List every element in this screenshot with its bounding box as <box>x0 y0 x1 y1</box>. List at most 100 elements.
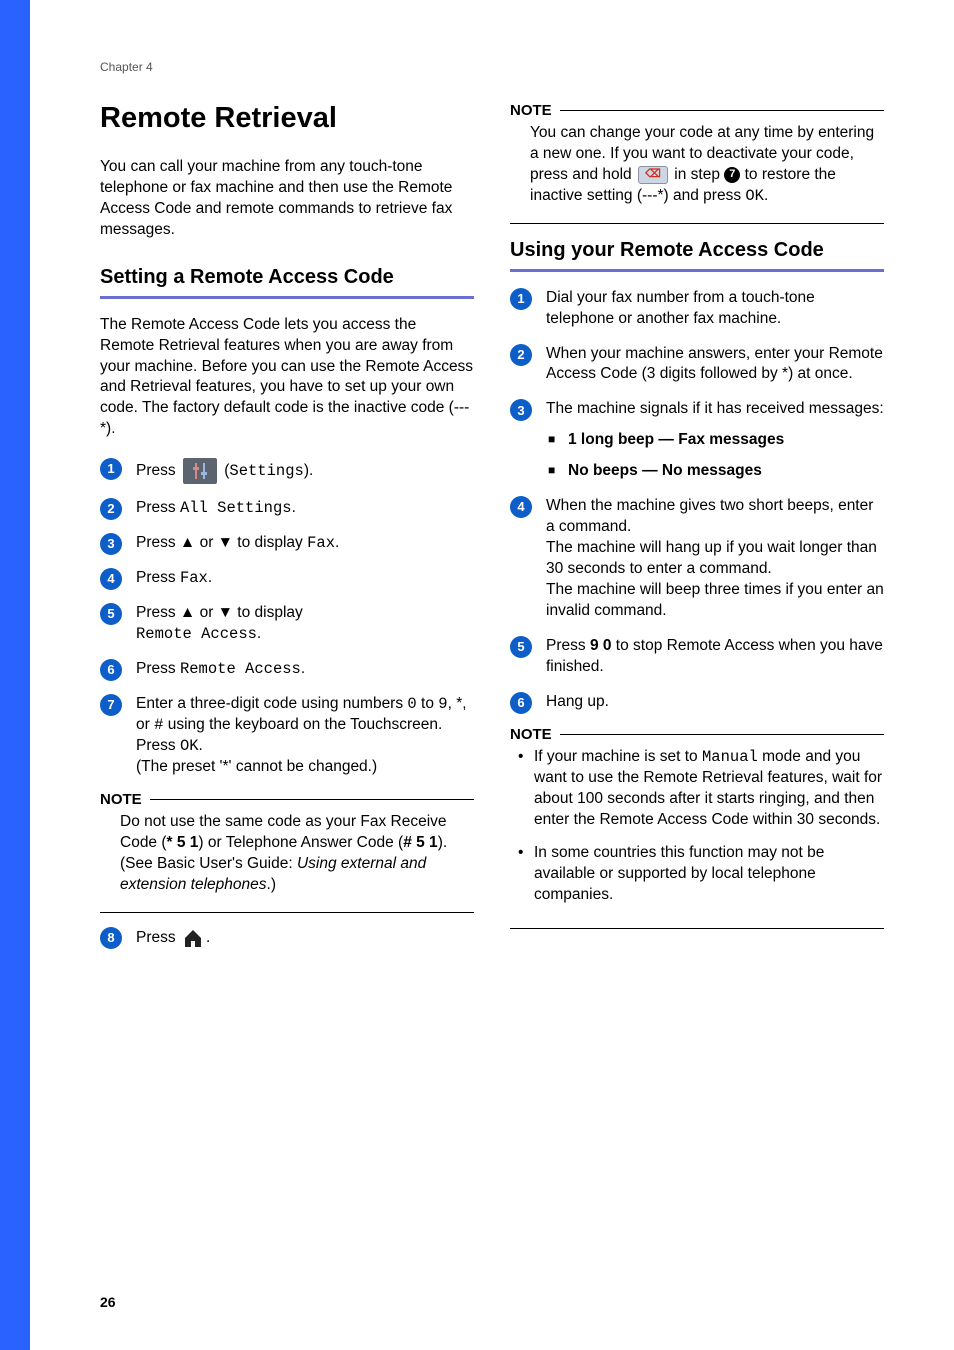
note-tel-code: # 5 1 <box>403 834 437 851</box>
step-4: Press Fax. <box>100 568 474 589</box>
rstep-3-text: The machine signals if it has received m… <box>546 400 884 417</box>
step-6-text-c: . <box>301 660 305 677</box>
note-r2-li2: In some countries this function may not … <box>534 844 824 903</box>
two-column-layout: Remote Retrieval You can call your machi… <box>100 102 884 963</box>
note-body-r2: If your machine is set to Manual mode an… <box>510 747 884 923</box>
note-label-r2: NOTE <box>510 726 552 743</box>
step-8-text-b: . <box>206 929 210 946</box>
step-5: Press ▲ or ▼ to display Remote Access. <box>100 603 474 645</box>
note-rule-top-r2 <box>560 734 884 735</box>
intro-paragraph: You can call your machine from any touch… <box>100 157 474 241</box>
step-3-text-a: Press ▲ or ▼ to display <box>136 534 307 551</box>
note-body-left: Do not use the same code as your Fax Rec… <box>100 812 474 908</box>
rstep-4-text-b: The machine will hang up if you wait lon… <box>546 539 877 577</box>
step-5-text-c: . <box>257 625 261 642</box>
note-r1-text-g: . <box>764 187 768 204</box>
step-ref-7: 7 <box>724 167 740 183</box>
rstep-1: Dial your fax number from a touch-tone t… <box>510 288 884 330</box>
step-3-text-c: . <box>335 534 339 551</box>
rstep-3: The machine signals if it has received m… <box>510 399 884 482</box>
step-6-text-a: Press <box>136 660 180 677</box>
steps-list-continued: Press . <box>100 927 474 949</box>
chapter-label: Chapter 4 <box>100 60 884 74</box>
backspace-icon: ⌫ <box>638 166 668 184</box>
step-7-zero: 0 <box>407 695 416 713</box>
left-column: Remote Retrieval You can call your machi… <box>100 102 474 963</box>
step-2-all-settings: All Settings <box>180 499 292 517</box>
note-body-r1: You can change your code at any time by … <box>510 123 884 219</box>
step-6-remote-access: Remote Access <box>180 660 301 678</box>
rstep-4: When the machine gives two short beeps, … <box>510 496 884 622</box>
step-7-hash: # <box>154 716 163 734</box>
rstep-5-text-a: Press <box>546 637 590 654</box>
note-r1-text-e: and press <box>669 187 746 204</box>
page-body: Chapter 4 Remote Retrieval You can call … <box>0 0 954 1350</box>
note-block-top-right: NOTE You can change your code at any tim… <box>510 102 884 224</box>
note-r1-ok: OK <box>745 187 764 205</box>
note-r2-manual: Manual <box>702 748 758 766</box>
step-1: Press (Settings). <box>100 458 474 484</box>
step-6: Press Remote Access. <box>100 659 474 680</box>
rstep-2: When your machine answers, enter your Re… <box>510 344 884 386</box>
page-title: Remote Retrieval <box>100 102 474 135</box>
note-r1-text-b: in step <box>670 166 724 183</box>
section-rule-r <box>510 269 884 272</box>
step-4-text-c: . <box>208 569 212 586</box>
note-r1-code: (---*) <box>637 187 669 204</box>
rstep-6-text: Hang up. <box>546 693 609 710</box>
step-8-text-a: Press <box>136 929 180 946</box>
rstep-4-text-a: When the machine gives two short beeps, … <box>546 497 873 535</box>
note-r2-li1-a: If your machine is set to <box>534 748 702 765</box>
home-icon <box>182 927 204 949</box>
rstep-3-bullet-1: 1 long beep — Fax messages <box>546 430 884 451</box>
section-heading-set-code: Setting a Remote Access Code <box>100 265 474 290</box>
right-column: NOTE You can change your code at any tim… <box>510 102 884 963</box>
step-7-text-a: Enter a three-digit code using numbers <box>136 695 407 712</box>
rstep-6: Hang up. <box>510 692 884 713</box>
step-7-text-j: . <box>199 737 203 754</box>
step-1-text-d: ). <box>304 462 313 479</box>
page-number: 26 <box>100 1294 116 1310</box>
step-5-remote-access: Remote Access <box>136 625 257 643</box>
note-label-r1: NOTE <box>510 102 552 119</box>
note-text-c: ) or Telephone Answer Code ( <box>198 834 403 851</box>
step-2-text-a: Press <box>136 499 180 516</box>
step-1-settings-label: Settings <box>229 462 303 480</box>
note-rule-bottom-r2 <box>510 928 884 929</box>
step-4-fax: Fax <box>180 569 208 587</box>
rstep-4-text-c: The machine will beep three times if you… <box>546 581 884 619</box>
step-7: Enter a three-digit code using numbers 0… <box>100 694 474 778</box>
step-1-text-a: Press <box>136 462 180 479</box>
note-block-bottom-right: NOTE If your machine is set to Manual mo… <box>510 726 884 928</box>
step-3: Press ▲ or ▼ to display Fax. <box>100 533 474 554</box>
steps-list-set-code: Press (Settings). Press All Settings. Pr… <box>100 458 474 777</box>
rstep-3-bullet-2: No beeps — No messages <box>546 461 884 482</box>
note-r2-item-2: In some countries this function may not … <box>518 843 884 906</box>
rstep-5: Press 9 0 to stop Remote Access when you… <box>510 636 884 678</box>
step-7-text-c: to <box>417 695 439 712</box>
rstep-2-text: When your machine answers, enter your Re… <box>546 345 883 383</box>
rstep-5-code: 9 0 <box>590 637 612 654</box>
note-label: NOTE <box>100 791 142 808</box>
section-rule <box>100 296 474 299</box>
step-8: Press . <box>100 927 474 949</box>
note-rule-bottom <box>100 912 474 913</box>
section-description: The Remote Access Code lets you access t… <box>100 315 474 441</box>
step-1-text-b: ( <box>220 462 229 479</box>
step-7-ok: OK <box>180 737 199 755</box>
note-block-left: NOTE Do not use the same code as your Fa… <box>100 791 474 913</box>
step-7-nine: 9 <box>438 695 447 713</box>
note-rule-bottom-r1 <box>510 223 884 224</box>
step-3-fax: Fax <box>307 534 335 552</box>
step-7-text-g: using the keyboard on the Touchscreen. <box>163 716 442 733</box>
section-heading-use-code: Using your Remote Access Code <box>510 238 884 263</box>
rstep-1-text: Dial your fax number from a touch-tone t… <box>546 289 815 327</box>
note-rule-top-r1 <box>560 110 884 111</box>
note-text-g: .) <box>267 876 276 893</box>
note-fax-code: * 5 1 <box>167 834 199 851</box>
note-rule-top <box>150 799 474 800</box>
step-2: Press All Settings. <box>100 498 474 519</box>
step-2-text-c: . <box>292 499 296 516</box>
step-7-text-h: Press <box>136 737 180 754</box>
step-7-preset-note: (The preset '*' cannot be changed.) <box>136 758 377 775</box>
